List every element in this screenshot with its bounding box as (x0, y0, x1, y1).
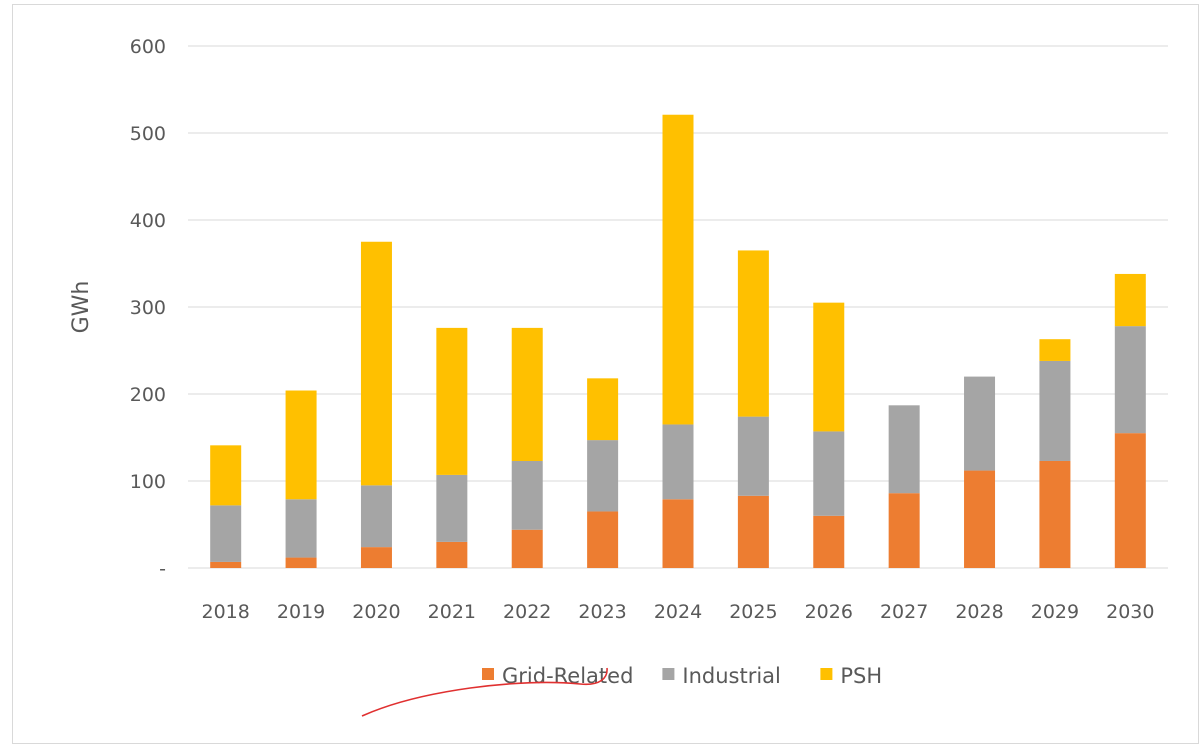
bar-segment-grid-related (360, 547, 392, 568)
y-tick-label: 200 (130, 384, 166, 406)
bar-segment-psh (1039, 339, 1071, 361)
y-tick-label: 400 (130, 210, 166, 232)
y-tick-label: 100 (130, 471, 166, 493)
x-tick-label: 2024 (654, 601, 702, 623)
bar-segment-psh (587, 378, 619, 441)
bar-segment-industrial (285, 499, 317, 558)
x-axis-ticks: 2018 2019 2020 2021 2022 2023 2024 2025 2026 2027… (202, 601, 1155, 623)
bar-segment-industrial (511, 460, 543, 530)
bar-segment-industrial (1114, 326, 1146, 434)
bar-segment-grid-related (662, 499, 694, 568)
legend-label: Industrial (682, 664, 781, 688)
bar-segment-psh (737, 250, 769, 417)
x-tick-label: 2018 (202, 601, 250, 623)
legend-swatch-industrial (662, 668, 675, 680)
stacked-bar-chart: - 100 200 300 400 500 600 2018 2019 2020 2021 2022… (69, 36, 1168, 717)
y-tick-label: 600 (130, 36, 166, 58)
bar-segment-industrial (737, 416, 769, 496)
bar-segment-industrial (813, 431, 845, 516)
red-annotation-underline (361, 667, 608, 717)
legend-label: PSH (840, 664, 882, 688)
x-tick-label: 2028 (955, 601, 1003, 623)
x-tick-label: 2019 (277, 601, 325, 623)
y-tick-label: - (159, 558, 166, 580)
bar-segment-psh (1114, 273, 1146, 327)
bar-segment-grid-related (888, 493, 920, 568)
x-tick-label: 2027 (880, 601, 928, 623)
x-tick-label: 2021 (428, 601, 476, 623)
bar-segment-grid-related (511, 529, 543, 568)
bar-segment-grid-related (964, 470, 996, 568)
bar-segment-psh (285, 390, 317, 500)
bar-segment-psh (662, 114, 694, 425)
bar-segment-grid-related (587, 511, 619, 568)
y-axis-ticks: - 100 200 300 400 500 600 (130, 36, 166, 580)
bar-segment-psh (511, 327, 543, 461)
bar-segment-grid-related (1039, 460, 1071, 568)
x-tick-label: 2020 (352, 601, 400, 623)
bar-segment-psh (360, 241, 392, 486)
bar-segment-grid-related (737, 495, 769, 568)
bar-segment-industrial (964, 376, 996, 471)
bar-segment-grid-related (436, 541, 468, 568)
bar-segment-industrial (662, 424, 694, 500)
y-axis-title: GWh (69, 281, 94, 334)
x-tick-label: 2025 (729, 601, 777, 623)
legend-label: Grid-Related (502, 664, 633, 688)
x-tick-label: 2026 (805, 601, 853, 623)
bar-segment-industrial (210, 505, 242, 562)
y-tick-label: 300 (130, 297, 166, 319)
bar-segment-psh (436, 327, 468, 475)
legend-swatch-psh (820, 668, 833, 680)
bar-segment-industrial (888, 405, 920, 494)
x-tick-label: 2022 (503, 601, 551, 623)
bar-segment-psh (210, 445, 242, 506)
bars (210, 114, 1146, 568)
bar-segment-industrial (587, 440, 619, 512)
bar-segment-industrial (436, 474, 468, 542)
legend-swatch-grid-related (482, 668, 494, 680)
bar-segment-grid-related (813, 515, 845, 568)
x-tick-label: 2030 (1106, 601, 1154, 623)
bar-segment-grid-related (285, 557, 317, 568)
x-tick-label: 2029 (1031, 601, 1079, 623)
y-tick-label: 500 (130, 123, 166, 145)
bar-segment-psh (813, 302, 845, 432)
chart-frame (12, 4, 1199, 744)
bar-segment-grid-related (1114, 433, 1146, 568)
legend: Grid-Related Industrial PSH (482, 664, 882, 688)
bar-segment-grid-related (210, 561, 242, 568)
bar-segment-industrial (1039, 360, 1071, 461)
x-tick-label: 2023 (578, 601, 626, 623)
bar-segment-industrial (360, 485, 392, 548)
